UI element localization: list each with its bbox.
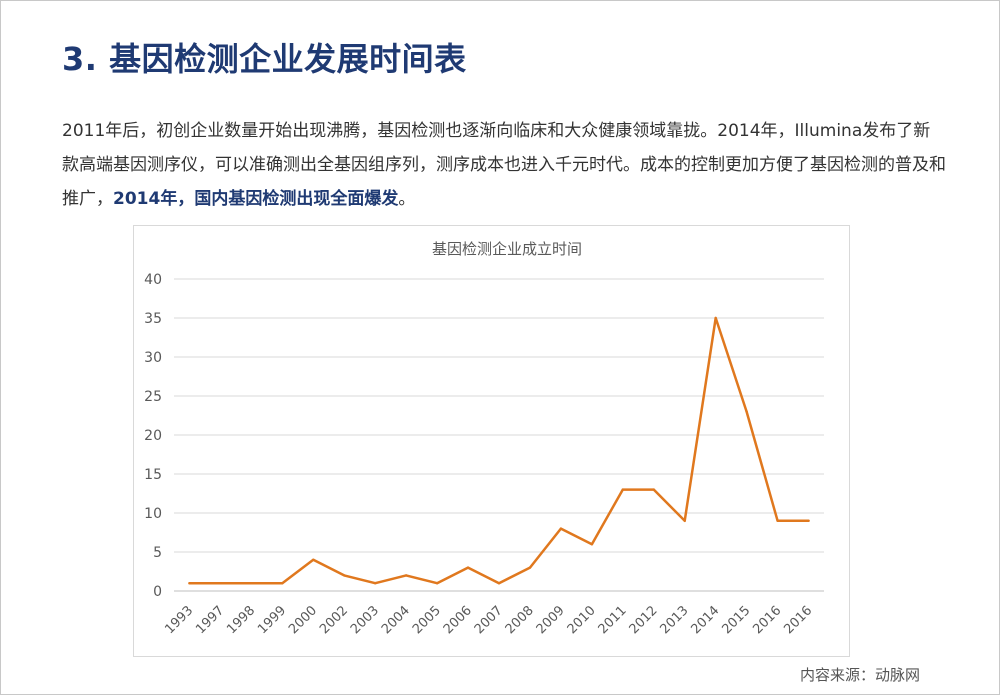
y-tick-label: 30 [144, 350, 162, 366]
x-tick-label: 1997 [193, 603, 227, 637]
chart-title: 基因检测企业成立时间 [432, 240, 582, 258]
data-point [807, 519, 810, 522]
data-point [281, 582, 284, 585]
data-point [373, 582, 377, 585]
data-point [404, 574, 408, 577]
x-tick-label: 2006 [441, 603, 475, 637]
paragraph-end: 。 [398, 189, 416, 209]
source-note: 内容来源：动脉网 [799, 666, 920, 684]
y-tick-label: 20 [144, 428, 162, 444]
y-tick-label: 25 [144, 389, 162, 405]
data-point [621, 488, 625, 491]
x-tick-label: 2008 [503, 603, 537, 637]
page-title: 3. 基因检测企业发展时间表 [62, 40, 467, 78]
x-tick-label: 2003 [348, 603, 382, 637]
data-point [466, 566, 470, 569]
data-point [250, 582, 253, 585]
data-point [745, 410, 748, 413]
description-paragraph: 2011年后，初创企业数量开始出现沸腾，基因检测也逐渐向临床和大众健康领域靠拢。… [62, 114, 947, 216]
series-line [188, 316, 810, 585]
y-tick-label: 35 [144, 311, 162, 327]
x-tick-label: 2005 [410, 603, 444, 637]
x-tick-label: 2011 [596, 603, 630, 637]
x-tick-label: 2014 [688, 603, 722, 637]
data-point [528, 566, 532, 569]
x-tick-label: 2016 [750, 603, 784, 637]
data-point [219, 582, 222, 585]
line-chart: 基因检测企业成立时间 0 5 10 15 20 25 30 35 40 19931997199819… [144, 240, 824, 637]
data-point [776, 519, 779, 522]
paragraph-text: 2011年后，初创企业数量开始出现沸腾，基因检测也逐渐向临床和大众健康领域靠拢。… [62, 121, 946, 209]
data-point [312, 558, 315, 561]
x-tick-label: 1998 [224, 603, 258, 637]
y-tick-label: 40 [144, 272, 162, 288]
x-tick-label: 2000 [286, 603, 320, 637]
y-tick-label: 15 [144, 467, 162, 483]
x-tick-label: 1999 [255, 603, 289, 637]
paragraph-highlight: 2014年，国内基因检测出现全面爆发 [113, 189, 399, 209]
x-tick-label: 2013 [658, 603, 692, 637]
data-point [188, 582, 191, 585]
data-point [343, 574, 346, 577]
y-tick-label: 5 [153, 545, 162, 561]
x-tick-label: 2004 [379, 603, 413, 637]
x-tick-label: 2016 [781, 603, 815, 637]
y-tick-label: 0 [153, 584, 162, 600]
x-tick-label: 2010 [565, 603, 599, 637]
data-point [714, 316, 717, 320]
x-tick-label: 2007 [472, 603, 506, 637]
x-tick-label: 2009 [534, 603, 568, 637]
x-tick-label: 2002 [317, 603, 351, 637]
data-point [652, 488, 655, 491]
data-point [435, 582, 439, 585]
x-tick-label: 2012 [627, 603, 661, 637]
y-tick-label: 10 [144, 506, 162, 522]
data-point [497, 582, 501, 585]
data-point [590, 543, 594, 546]
data-point [559, 527, 563, 530]
x-tick-label: 2015 [719, 603, 753, 637]
chart-container: 基因检测企业成立时间 0 5 10 15 20 25 30 35 40 1993 1997 1998 19… [133, 225, 850, 657]
x-tick-label: 1993 [162, 603, 196, 637]
data-point [683, 519, 686, 522]
